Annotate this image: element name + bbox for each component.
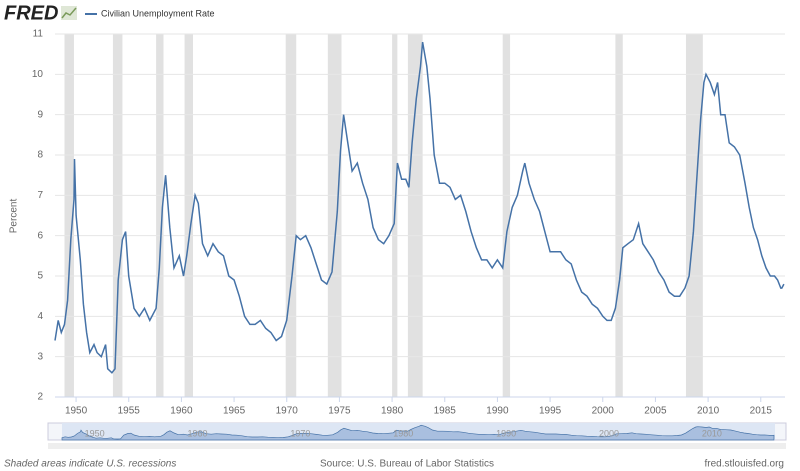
y-tick-label: 4	[37, 311, 43, 322]
x-tick-label: 2000	[592, 406, 615, 417]
series-line	[54, 41, 785, 374]
navigator-tick-label: 1990	[496, 428, 516, 438]
x-tick-label: 2010	[697, 406, 720, 417]
x-tick-label: 1965	[223, 406, 246, 417]
x-tick-label: 1995	[539, 406, 562, 417]
x-tick-label: 2015	[750, 406, 773, 417]
x-tick-label: 1960	[170, 406, 193, 417]
recession-band	[407, 34, 423, 397]
x-tick-label: 1950	[65, 406, 88, 417]
recession-band	[285, 34, 297, 397]
note: Shaded areas indicate U.S. recessions	[4, 459, 176, 470]
recession-band	[327, 34, 342, 397]
navigator-tick-label: 1970	[290, 428, 310, 438]
y-tick-label: 3	[37, 351, 43, 362]
y-tick-label: 2	[37, 392, 43, 403]
recession-band	[184, 34, 193, 397]
navigator-tick-label: 1950	[85, 428, 105, 438]
navigator-tick-label: 2010	[702, 428, 722, 438]
logo-icon-line	[61, 7, 77, 19]
y-tick-label: 9	[37, 109, 43, 120]
site: fred.stlouisfed.org	[705, 459, 785, 470]
recession-band	[64, 34, 74, 397]
recession-band	[112, 34, 123, 397]
navigator-tick-label: 2000	[599, 428, 619, 438]
recession-band	[615, 34, 623, 397]
x-tick-label: 1955	[118, 406, 141, 417]
y-tick-label: 11	[33, 29, 44, 40]
y-tick-label: 8	[37, 150, 43, 161]
x-tick-label: 1985	[434, 406, 457, 417]
y-tick-label: 6	[37, 230, 43, 241]
x-tick-label: 2005	[644, 406, 667, 417]
y-tick-label: 10	[32, 69, 44, 80]
logo: FRED	[4, 2, 58, 24]
legend-label: Civilian Unemployment Rate	[101, 8, 215, 18]
navigator-area	[61, 424, 775, 441]
navigator-tick-label: 1960	[187, 428, 207, 438]
y-tick-label: 7	[37, 190, 43, 201]
logo-icon	[61, 6, 77, 20]
recession-band	[156, 34, 164, 397]
x-tick-label: 1990	[486, 406, 509, 417]
x-tick-label: 1975	[328, 406, 351, 417]
x-tick-label: 1980	[381, 406, 404, 417]
source: Source: U.S. Bureau of Labor Statistics	[320, 459, 494, 470]
navigator-tick-label: 1980	[393, 428, 413, 438]
recession-band	[502, 34, 511, 397]
navigator-scrollbar	[48, 443, 786, 449]
x-tick-label: 1970	[276, 406, 299, 417]
y-tick-label: 5	[37, 271, 43, 282]
y-axis-label: Percent	[9, 199, 20, 234]
